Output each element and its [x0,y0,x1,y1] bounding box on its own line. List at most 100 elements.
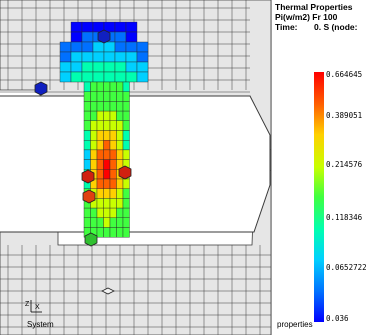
legend-panel: Thermal Properties Pi(w/m2) Fr 100 Time:… [271,0,374,335]
contour-cell [103,101,111,112]
contour-cell [92,71,105,83]
contour-cell [81,61,94,73]
contour-cell [81,71,94,83]
contour-cell [96,159,104,170]
contour-cell [96,130,104,141]
contour-cell [83,149,91,160]
contour-cell [122,188,130,199]
contour-cell [96,81,104,92]
contour-cell [90,139,98,151]
legend-tick: 0.389051 [326,111,363,120]
contour-cell [109,130,117,141]
contour-cell [90,217,98,228]
contour-cell [116,91,124,102]
contour-cell [83,217,91,228]
contour-cell [103,130,111,141]
contour-cell [103,198,111,209]
contour-cell [59,71,72,83]
contour-cell [116,139,124,151]
contour-cell [83,139,91,151]
contour-cell [122,207,130,219]
contour-cell [109,159,117,170]
node-marker [84,232,98,247]
contour-cell [83,110,91,121]
node-marker [34,81,48,96]
legend-tick: 0.118346 [326,213,363,222]
system-label: System [27,320,54,329]
contour-cell [81,21,94,33]
contour-cell [125,51,138,63]
contour-cell [92,41,105,53]
legend-tick: 0.664645 [326,70,363,79]
node-markers [34,29,132,295]
contour-cell [103,41,116,53]
contour-cell [122,110,130,121]
contour-cell [122,91,130,102]
contour-cell [96,207,104,219]
contour-cell [103,139,111,151]
contour-cell [122,227,130,238]
contour-cell [96,217,104,228]
contour-cell [103,149,111,160]
contour-cell [122,217,130,228]
contour-cell [116,130,124,141]
contour-cell [136,41,149,53]
contour-cell [92,61,105,73]
contour-cell [103,51,116,63]
contour-cell [125,71,138,83]
contour-cell [109,139,117,151]
contour-cell [70,21,83,33]
contour-cell [116,101,124,112]
contour-cell [96,120,104,131]
contour-cell [96,101,104,112]
contour-cell [103,217,111,228]
contour-cell [109,198,117,209]
contour-cell [59,51,72,63]
contour-cell [136,51,149,63]
contour-cell [70,51,83,63]
contour-cell [116,110,124,121]
contour-cell [103,91,111,102]
contour-cell [83,207,91,219]
contour-cell [90,101,98,112]
contour-cell [59,61,72,73]
contour-cell [116,198,124,209]
contour-cell [96,188,104,199]
contour-cell [114,31,127,43]
contour-cell [122,139,130,151]
contour-cell [83,120,91,131]
axis-y-label: Z [25,301,30,308]
contour-cell [103,188,111,199]
contour-cell [122,198,130,209]
contour-cell [109,227,117,238]
contour-cell [90,207,98,219]
contour-cell [90,120,98,131]
contour-cell [90,91,98,102]
contour-cell [70,61,83,73]
contour-cell [114,71,127,83]
contour-cell [122,130,130,141]
contour-cell [83,130,91,141]
contour-cell [109,81,117,92]
opening-outline [0,95,271,233]
contour-cell [116,207,124,219]
legend-tick: 0.036 [326,314,349,323]
contour-cell [114,51,127,63]
contour-cell [103,207,111,219]
color-scale-bar [314,72,324,322]
contour-cell [122,149,130,160]
node-marker [81,169,95,184]
contour-cell [109,178,117,189]
contour-cell [70,71,83,83]
contour-cell [90,149,98,160]
mesh-grid-lines [0,0,271,335]
contour-cell [81,31,94,43]
fem-viewport[interactable]: Z X System [0,0,271,335]
legend-tick: 0.214576 [326,160,363,169]
legend-time-label: Time: [275,22,298,32]
contour-cell [122,81,130,92]
contour-cell [109,110,117,121]
contour-cell [96,227,104,238]
contour-cell [90,159,98,170]
contour-cell [116,188,124,199]
